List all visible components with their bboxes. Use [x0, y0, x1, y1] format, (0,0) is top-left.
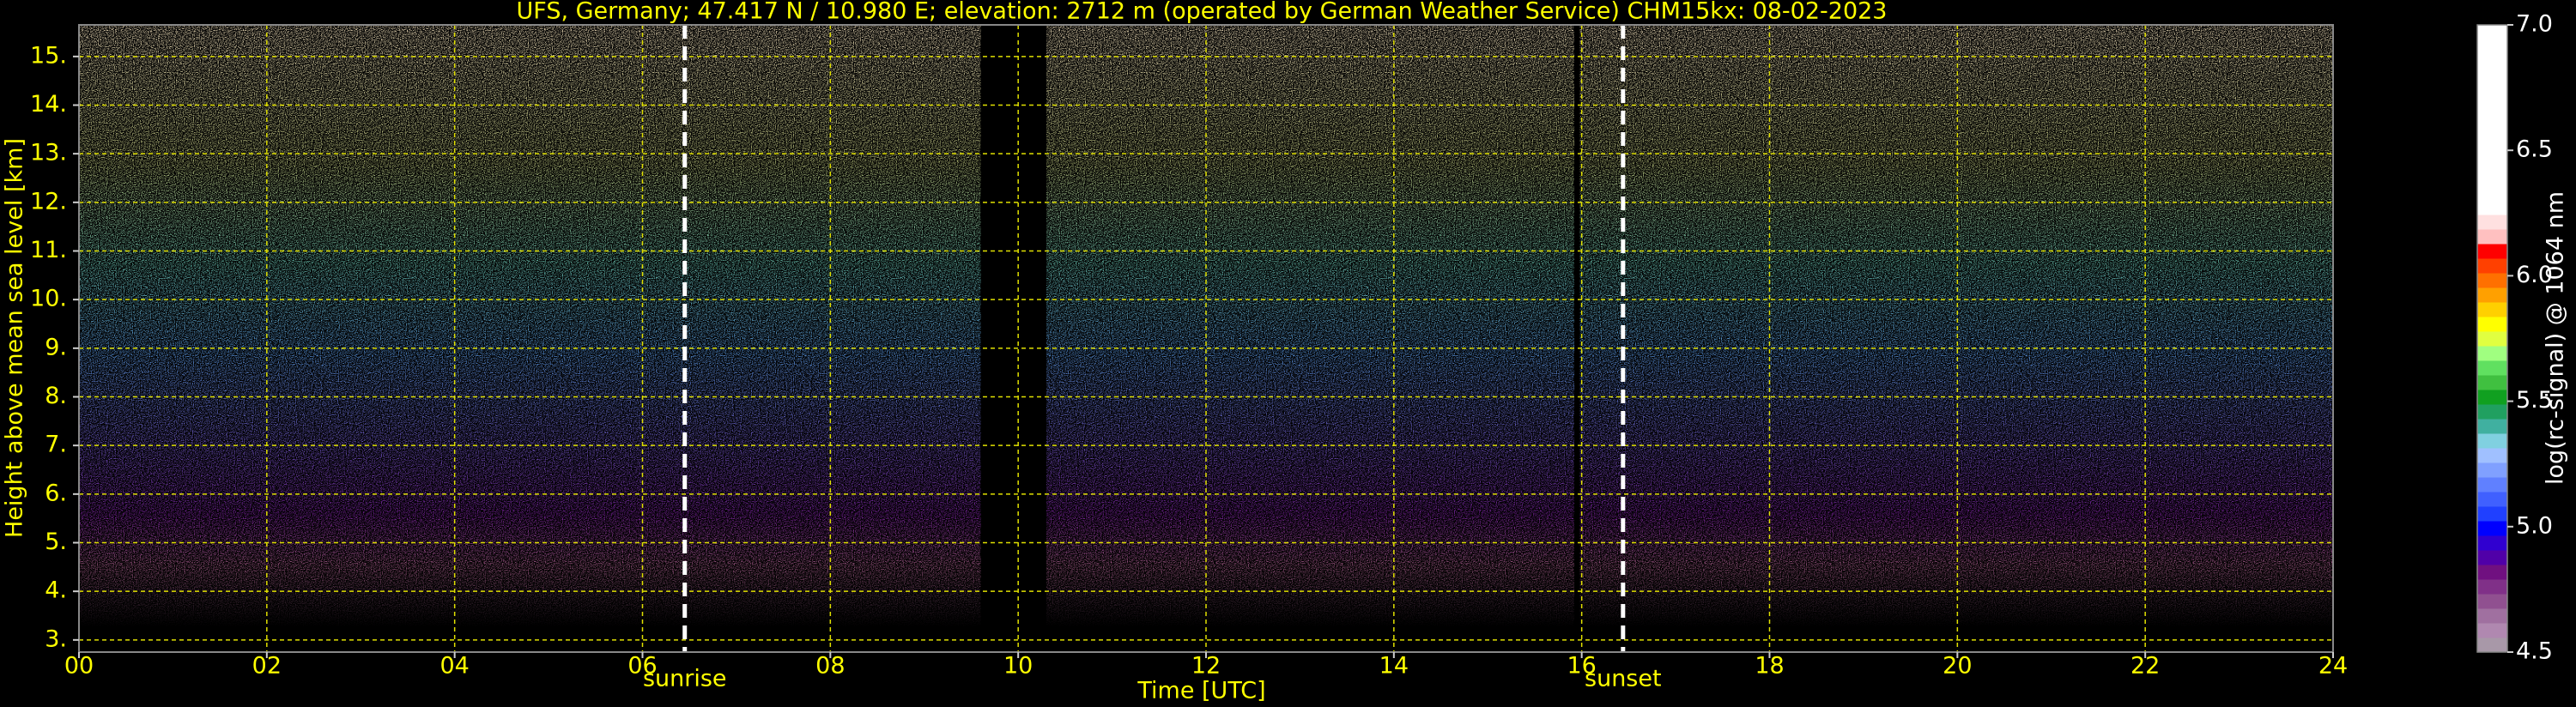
colorbar-segment: [2477, 477, 2507, 492]
colorbar-segment: [2477, 404, 2507, 420]
colorbar-segment: [2477, 331, 2507, 347]
colorbar-segment: [2477, 317, 2507, 332]
colorbar-label: log(rc-signal) @ 1064 nm: [2543, 191, 2569, 485]
x-tick-label: 24: [2318, 653, 2348, 680]
colorbar-segment: [2477, 433, 2507, 449]
colorbar-segment: [2477, 98, 2507, 113]
y-tick-label: 7.: [45, 432, 67, 458]
colorbar-segment: [2477, 623, 2507, 638]
colorbar-segment: [2477, 375, 2507, 390]
x-tick-label: 16: [1567, 653, 1596, 680]
y-tick-label: 5.: [45, 529, 67, 555]
colorbar-segment: [2477, 54, 2507, 69]
colorbar-segment: [2477, 346, 2507, 361]
y-tick-label: 13.: [30, 140, 67, 166]
y-tick-label: 6.: [45, 480, 67, 506]
colorbar-segment: [2477, 171, 2507, 186]
colorbar-segment: [2477, 550, 2507, 565]
colorbar-segment: [2477, 594, 2507, 609]
colorbar-tick-label: 7.0: [2516, 11, 2553, 38]
chart-title: UFS, Germany; 47.417 N / 10.980 E; eleva…: [517, 0, 1888, 25]
x-tick-label: 04: [439, 653, 469, 680]
colorbar-segment: [2477, 112, 2507, 128]
colorbar-segment: [2477, 25, 2507, 40]
colorbar-segment: [2477, 565, 2507, 580]
x-tick-label: 02: [252, 653, 282, 680]
colorbar-segment: [2477, 521, 2507, 536]
y-tick-label: 15.: [30, 42, 67, 69]
colorbar-segment: [2477, 302, 2507, 317]
x-axis-label: Time [UTC]: [1136, 678, 1265, 704]
y-tick-label: 10.: [30, 286, 67, 312]
colorbar-segment: [2477, 83, 2507, 99]
x-tick-label: 22: [2131, 653, 2160, 680]
y-tick-label: 4.: [45, 577, 67, 604]
colorbar-segment: [2477, 185, 2507, 201]
no-data-gap: [1573, 25, 1580, 652]
colorbar-segment: [2477, 506, 2507, 522]
colorbar-tick-label: 4.5: [2516, 638, 2553, 665]
colorbar-segment: [2477, 39, 2507, 55]
colorbar-segment: [2477, 142, 2507, 157]
colorbar: log(rc-signal) @ 1064 nm 4.5 5.0 5.5 6.0 6.5…: [2476, 11, 2569, 665]
colorbar-segment: [2477, 127, 2507, 142]
colorbar-frame: [2476, 24, 2508, 653]
colorbar-segment: [2477, 258, 2507, 274]
annotation-label: sunset: [1585, 666, 1662, 692]
colorbar-segment: [2477, 156, 2507, 172]
y-tick-label: 12.: [30, 188, 67, 215]
y-axis-label: Height above mean sea level [km]: [2, 138, 28, 538]
colorbar-segment: [2477, 462, 2507, 478]
x-tick-label: 10: [1003, 653, 1033, 680]
annotation-label: sunrise: [643, 666, 727, 692]
colorbar-segment: [2477, 419, 2507, 434]
x-tick-label: 00: [64, 653, 94, 680]
y-tick-label: 9.: [45, 334, 67, 360]
colorbar-segment: [2477, 69, 2507, 84]
y-tick-label: 8.: [45, 383, 67, 409]
colorbar-segment: [2477, 244, 2507, 259]
colorbar-tick-label: 6.5: [2516, 136, 2553, 163]
colorbar-tick-label: 5.0: [2516, 512, 2553, 539]
x-tick-label: 20: [1943, 653, 1972, 680]
colorbar-segment: [2477, 579, 2507, 595]
no-data-gap: [980, 25, 1046, 652]
x-tick-label: 14: [1379, 653, 1409, 680]
colorbar-segment: [2477, 638, 2507, 653]
colorbar-segment: [2477, 360, 2507, 376]
y-tick-label: 11.: [30, 237, 67, 263]
colorbar-tick-label: 6.0: [2516, 262, 2553, 288]
colorbar-segment: [2477, 273, 2507, 288]
colorbar-segment: [2477, 200, 2507, 215]
colorbar-segment: [2477, 492, 2507, 507]
colorbar-segment: [2477, 390, 2507, 405]
x-tick-label: 08: [815, 653, 845, 680]
colorbar-segment: [2477, 535, 2507, 551]
x-tick-label: 06: [627, 653, 657, 680]
colorbar-segment: [2477, 608, 2507, 624]
colorbar-tick-label: 5.5: [2516, 387, 2553, 414]
y-tick-label: 3.: [45, 625, 67, 652]
colorbar-segment: [2477, 215, 2507, 230]
colorbar-segment: [2477, 287, 2507, 303]
colorbar-segment: [2477, 229, 2507, 245]
colorbar-segment: [2477, 448, 2507, 463]
y-tick-label: 14.: [30, 91, 67, 118]
x-tick-label: 18: [1755, 653, 1784, 680]
x-tick-label: 12: [1191, 653, 1221, 680]
